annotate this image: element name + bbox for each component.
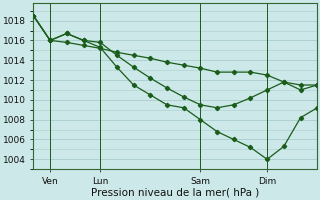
- X-axis label: Pression niveau de la mer( hPa ): Pression niveau de la mer( hPa ): [91, 187, 260, 197]
